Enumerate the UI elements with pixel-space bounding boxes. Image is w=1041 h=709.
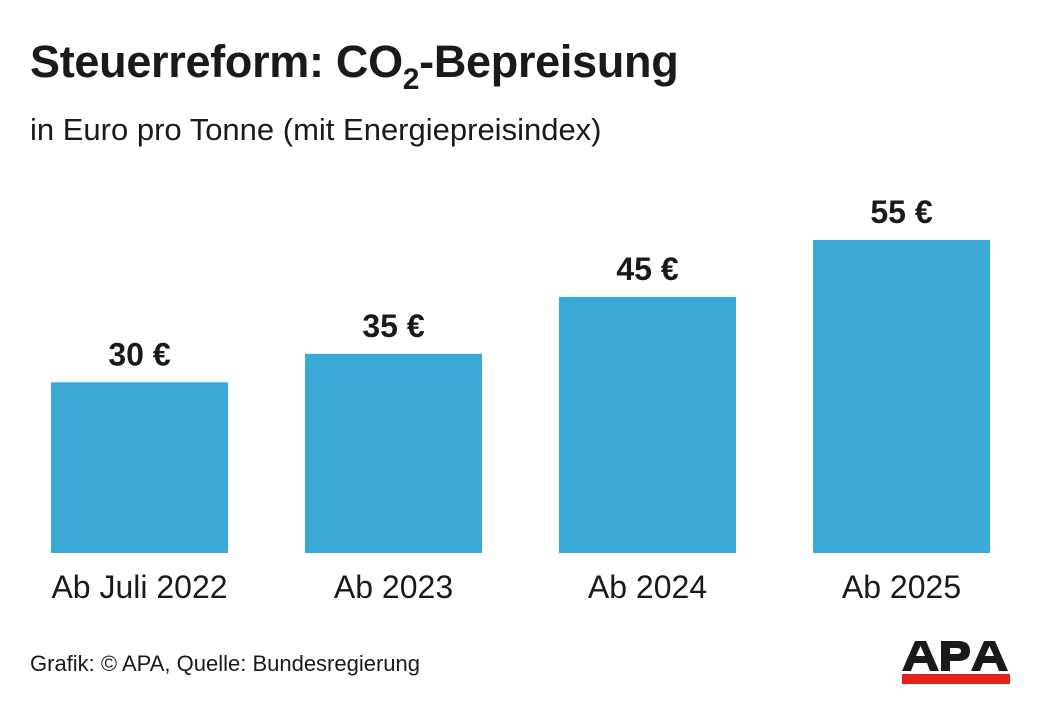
bar-4 (813, 240, 990, 553)
bar-2 (305, 353, 482, 553)
chart-title: Steuerreform: CO2-Bepreisung (30, 36, 679, 96)
category-label-4: Ab 2025 (842, 569, 961, 605)
value-label-1: 30 € (108, 336, 170, 372)
category-label-2: Ab 2023 (334, 569, 453, 605)
bar-1 (51, 382, 228, 553)
value-label-3: 45 € (616, 251, 678, 287)
value-label-2: 35 € (362, 308, 424, 344)
category-label-3: Ab 2024 (588, 569, 707, 605)
chart-subtitle: in Euro pro Tonne (mit Energiepreisindex… (30, 112, 602, 147)
value-label-4: 55 € (870, 194, 932, 230)
bar-chart: 30 € Ab Juli 2022 35 € Ab 2023 45 € Ab 2024 55… (51, 194, 990, 605)
apa-logo (902, 641, 1010, 684)
source-credit: Grafik: © APA, Quelle: Bundesregierung (30, 651, 421, 676)
bar-3 (559, 296, 736, 553)
category-label-1: Ab Juli 2022 (51, 569, 227, 605)
